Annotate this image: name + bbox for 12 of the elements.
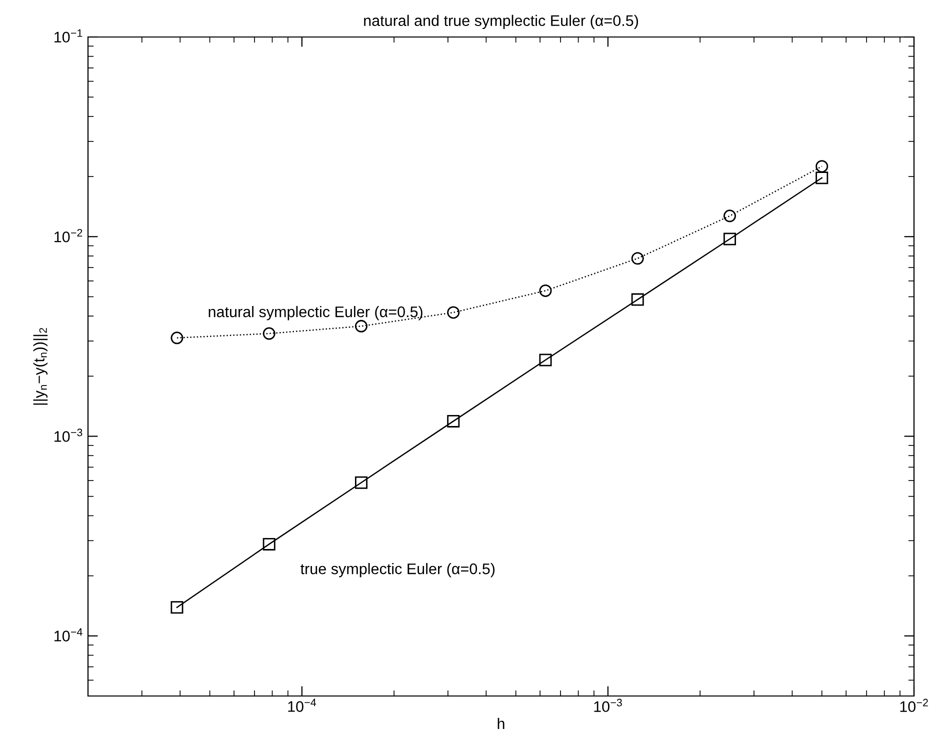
x-tick-label: 10$^{−2}$ <box>900 698 928 712</box>
y-tick-label: 10$^{−1}$ <box>54 29 82 43</box>
series-label: true symplectic Euler (α=0.5) <box>300 563 495 578</box>
series-label: natural symplectic Euler (α=0.5) <box>208 306 422 320</box>
chart-title: natural and true symplectic Euler (α=0.5) <box>364 14 638 30</box>
y-tick-label: 10$^{−4}$ <box>54 628 82 642</box>
y-tick-label: 10$^{−3}$ <box>54 428 82 442</box>
x-tick-label: 10$^{−4}$ <box>288 698 316 712</box>
x-axis-title: h <box>498 718 504 729</box>
x-tick-label: 10$^{−3}$ <box>594 698 622 712</box>
y-tick-label: 10$^{−2}$ <box>54 229 82 242</box>
y-axis-title: ||y$_{n}$−y(t$_{n}$))||$_{2}$ <box>33 328 48 405</box>
